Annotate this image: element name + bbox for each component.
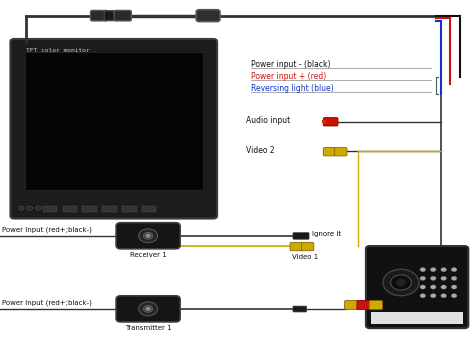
Text: Power input + (red): Power input + (red) xyxy=(251,72,327,81)
FancyBboxPatch shape xyxy=(301,242,314,251)
Bar xyxy=(142,206,156,212)
FancyBboxPatch shape xyxy=(290,242,302,251)
FancyBboxPatch shape xyxy=(335,148,347,156)
FancyBboxPatch shape xyxy=(357,300,370,310)
Circle shape xyxy=(451,268,457,272)
FancyBboxPatch shape xyxy=(366,246,468,328)
Bar xyxy=(63,206,77,212)
Text: Video 2: Video 2 xyxy=(246,146,275,155)
Circle shape xyxy=(420,294,426,298)
Circle shape xyxy=(391,275,411,290)
Circle shape xyxy=(451,294,457,298)
FancyBboxPatch shape xyxy=(345,300,358,310)
Text: Receiver 1: Receiver 1 xyxy=(130,252,166,258)
Circle shape xyxy=(420,268,426,272)
FancyBboxPatch shape xyxy=(116,296,180,322)
Circle shape xyxy=(138,229,157,243)
Circle shape xyxy=(451,276,457,280)
Circle shape xyxy=(420,276,426,280)
FancyBboxPatch shape xyxy=(114,10,131,21)
Circle shape xyxy=(143,232,153,239)
Bar xyxy=(43,206,57,212)
Bar xyxy=(102,206,117,212)
Circle shape xyxy=(36,206,41,210)
Circle shape xyxy=(441,268,447,272)
Bar xyxy=(25,52,203,190)
Bar xyxy=(322,120,326,123)
Text: Power input - (black): Power input - (black) xyxy=(251,60,331,69)
FancyBboxPatch shape xyxy=(293,306,307,312)
Bar xyxy=(371,312,463,324)
Text: TFT color monitor: TFT color monitor xyxy=(26,48,90,53)
FancyBboxPatch shape xyxy=(196,10,220,22)
Text: Audio input: Audio input xyxy=(246,116,291,125)
Circle shape xyxy=(441,276,447,280)
FancyBboxPatch shape xyxy=(293,232,309,239)
Circle shape xyxy=(430,285,436,289)
Text: Video 1: Video 1 xyxy=(292,254,318,260)
FancyBboxPatch shape xyxy=(116,223,180,249)
Circle shape xyxy=(383,269,419,296)
FancyBboxPatch shape xyxy=(104,11,118,21)
Circle shape xyxy=(397,279,405,286)
Circle shape xyxy=(420,285,426,289)
FancyBboxPatch shape xyxy=(323,148,336,156)
Circle shape xyxy=(138,302,157,316)
Circle shape xyxy=(146,235,150,237)
Circle shape xyxy=(143,306,153,313)
FancyBboxPatch shape xyxy=(369,300,383,310)
Text: Ignore it: Ignore it xyxy=(312,231,341,237)
FancyBboxPatch shape xyxy=(91,10,108,21)
Circle shape xyxy=(18,206,24,210)
FancyBboxPatch shape xyxy=(323,118,338,126)
Circle shape xyxy=(430,294,436,298)
Circle shape xyxy=(451,285,457,289)
Text: Power Input (red+;black-): Power Input (red+;black-) xyxy=(2,227,92,233)
Circle shape xyxy=(441,294,447,298)
Circle shape xyxy=(27,206,33,210)
Circle shape xyxy=(430,268,436,272)
Bar xyxy=(82,206,97,212)
Circle shape xyxy=(146,308,150,310)
Text: Reversing light (blue): Reversing light (blue) xyxy=(251,84,334,93)
FancyBboxPatch shape xyxy=(10,39,217,219)
Text: Transmitter 1: Transmitter 1 xyxy=(125,325,172,331)
Circle shape xyxy=(441,285,447,289)
Bar xyxy=(122,206,137,212)
Text: Power Input (red+;black-): Power Input (red+;black-) xyxy=(2,300,92,306)
Circle shape xyxy=(430,276,436,280)
